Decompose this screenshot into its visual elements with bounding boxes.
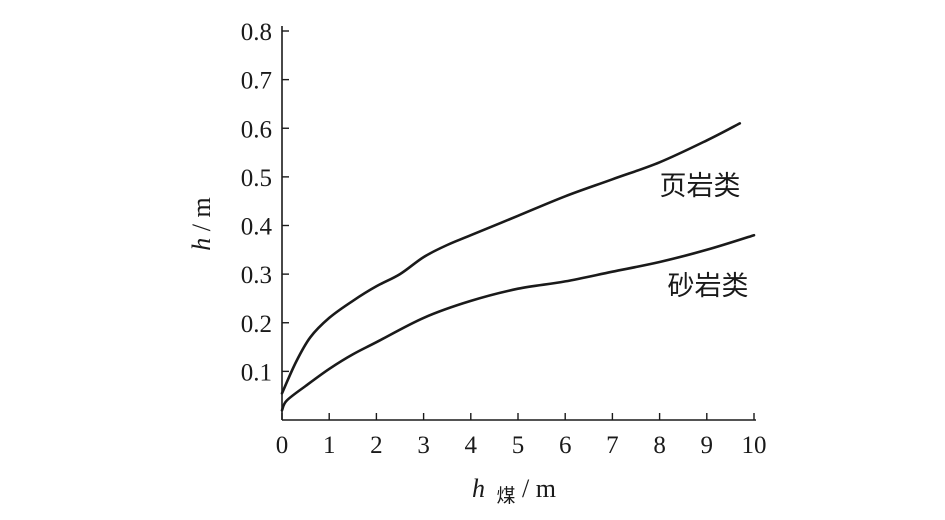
x-axis-title-subscript: 煤 bbox=[497, 485, 516, 507]
x-tick-label: 3 bbox=[417, 432, 430, 459]
series-line-0 bbox=[280, 122, 742, 395]
x-tick-label: 2 bbox=[370, 432, 383, 459]
x-tick-label: 0 bbox=[276, 432, 289, 459]
y-ticks: 0.1 0.2 0.3 0.4 0.5 0.6 0.7 0.8 bbox=[241, 19, 289, 386]
x-tick-label: 1 bbox=[323, 432, 336, 459]
series-line-1 bbox=[280, 233, 756, 412]
y-tick-label: 0.8 bbox=[241, 19, 272, 46]
x-axis-title-main: h bbox=[472, 474, 485, 503]
y-tick-label: 0.1 bbox=[241, 359, 272, 386]
y-axis-title-unit: / m bbox=[187, 197, 216, 231]
x-ticks: 0 1 2 3 4 5 6 7 8 9 10 bbox=[276, 413, 767, 459]
x-tick-label: 6 bbox=[559, 432, 572, 459]
x-axis-title: h 煤 / m bbox=[472, 474, 556, 508]
series-label-0: 页岩类 bbox=[660, 171, 741, 202]
x-axis-title-unit: / m bbox=[522, 474, 556, 503]
axes bbox=[281, 26, 756, 421]
y-tick-label: 0.5 bbox=[241, 165, 272, 192]
y-tick-label: 0.6 bbox=[241, 116, 272, 143]
y-axis-title: h / m bbox=[187, 197, 216, 250]
x-tick-label: 7 bbox=[606, 432, 619, 459]
y-tick-label: 0.3 bbox=[241, 262, 272, 289]
x-tick-label: 10 bbox=[742, 432, 767, 459]
x-tick-label: 8 bbox=[653, 432, 666, 459]
y-tick-label: 0.2 bbox=[241, 311, 272, 338]
x-tick-label: 9 bbox=[701, 432, 714, 459]
y-tick-label: 0.4 bbox=[241, 214, 273, 241]
series-label-1: 砂岩类 bbox=[668, 271, 749, 302]
x-tick-label: 5 bbox=[512, 432, 525, 459]
y-axis-title-main: h bbox=[187, 238, 216, 251]
y-tick-label: 0.7 bbox=[241, 68, 272, 95]
curves bbox=[280, 122, 756, 412]
x-tick-label: 4 bbox=[465, 432, 478, 459]
